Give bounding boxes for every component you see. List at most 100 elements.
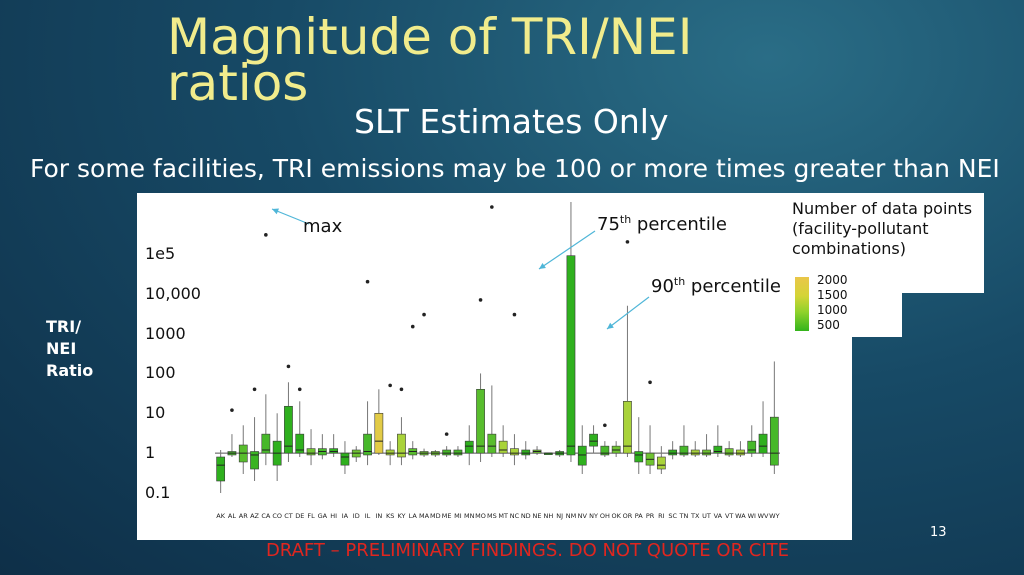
y-tick-label: 10,000	[145, 283, 201, 303]
x-tick-label: TX	[690, 512, 700, 520]
x-tick-label: PA	[635, 512, 644, 520]
x-tick-label: MD	[430, 512, 441, 520]
annotation-arrowhead	[272, 208, 279, 215]
colorbar-label: 1500	[817, 288, 848, 302]
x-tick-label: NC	[510, 512, 520, 520]
x-tick-label: IA	[342, 512, 349, 520]
colorbar-label: 500	[817, 318, 840, 332]
box	[521, 449, 531, 456]
x-tick-label: TN	[679, 512, 689, 520]
box	[769, 416, 779, 466]
box	[374, 412, 384, 454]
box	[397, 433, 406, 458]
box	[385, 449, 395, 456]
max-point	[388, 383, 392, 388]
annotation-arrow	[606, 296, 650, 330]
x-tick-label: UT	[702, 512, 711, 520]
x-tick-label: OH	[600, 512, 610, 520]
x-tick-label: NJ	[556, 512, 563, 520]
x-tick-label: CA	[261, 512, 271, 520]
x-tick-label: NE	[533, 512, 542, 520]
max-point	[422, 312, 426, 317]
y-tick-label: 1	[145, 443, 156, 463]
legend-title: Number of data points (facility-pollutan…	[792, 199, 973, 258]
box	[340, 452, 350, 466]
box	[487, 433, 497, 454]
x-tick-label: KY	[397, 512, 405, 520]
box	[363, 433, 372, 456]
annotation-75th-label: percentile	[631, 214, 727, 235]
max-point	[399, 387, 404, 392]
x-tick-label: NH	[543, 512, 553, 520]
x-tick-label: WI	[748, 512, 756, 520]
x-tick-label: KS	[386, 512, 394, 520]
box	[510, 448, 519, 456]
box	[724, 448, 734, 456]
y-tick-label: 10	[145, 403, 166, 423]
intro-text: For some facilities, TRI emissions may b…	[30, 154, 1000, 183]
annotation-75th-number: 75	[597, 214, 620, 235]
box	[623, 400, 632, 454]
x-tick-label: MT	[498, 512, 508, 520]
x-tick-label: SC	[668, 512, 677, 520]
x-tick-label: OR	[623, 512, 633, 520]
box	[250, 451, 259, 470]
annotation-arrow	[271, 208, 310, 225]
x-tick-label: AZ	[250, 512, 259, 520]
x-tick-label: MN	[464, 512, 475, 520]
box	[566, 255, 576, 456]
box	[736, 449, 745, 456]
x-tick-label: RI	[658, 512, 665, 520]
x-tick-label: MI	[454, 512, 462, 520]
page-number: 13	[930, 525, 947, 540]
max-point	[264, 233, 268, 237]
x-tick-label: NY	[589, 512, 598, 520]
annotation-arrowhead	[539, 262, 546, 269]
box	[306, 448, 316, 456]
slide-subtitle: SLT Estimates Only	[354, 102, 669, 141]
x-tick-label: PR	[646, 512, 655, 520]
x-tick-label: WV	[758, 512, 769, 520]
draft-footer: DRAFT – PRELIMINARY FINDINGS. DO NOT QUO…	[265, 540, 790, 561]
annotation-90th-number: 90	[651, 276, 674, 297]
max-point	[625, 240, 630, 244]
x-tick-label: MO	[475, 512, 486, 520]
annotation-75th: 75th percentile	[597, 213, 727, 235]
x-tick-label: VT	[725, 512, 733, 520]
box	[668, 449, 678, 456]
x-tick-label: ID	[353, 512, 360, 520]
x-tick-label: VA	[714, 512, 723, 520]
x-tick-label: CO	[272, 512, 282, 520]
x-tick-label: ME	[442, 512, 452, 520]
x-tick-label: IL	[365, 512, 371, 520]
x-tick-label: MA	[419, 512, 430, 520]
annotation-90th-suffix: th	[673, 275, 686, 288]
colorbar-label: 2000	[817, 273, 848, 287]
box	[679, 445, 689, 456]
chart-panel: AK AL AR AZ CA CO CT DE FL GA HI IA ID IL IN KS KY LA MA MD…	[137, 193, 852, 540]
max-point	[297, 387, 302, 392]
box	[476, 388, 485, 454]
max-point	[512, 312, 517, 317]
x-tick-label: OK	[611, 512, 621, 520]
box	[702, 449, 711, 456]
x-tick-label: AK	[216, 512, 225, 520]
max-point	[410, 324, 415, 329]
max-point	[603, 423, 607, 428]
box	[464, 440, 474, 454]
max-point	[365, 279, 370, 284]
x-tick-label: WY	[769, 512, 779, 520]
box	[577, 445, 587, 466]
annotation-90th: 90th percentile	[651, 275, 781, 297]
colorbar-legend: 2000 1500 1000 500	[785, 270, 902, 337]
box	[295, 433, 305, 454]
y-tick-label: 0.1	[145, 483, 171, 502]
colorbar	[795, 277, 809, 331]
max-point	[252, 387, 257, 392]
box	[453, 449, 463, 456]
box	[758, 433, 768, 454]
x-tick-label: NM	[566, 512, 576, 520]
box	[656, 456, 666, 470]
x-tick-label: WA	[735, 512, 746, 520]
annotation-arrowhead	[607, 322, 614, 329]
